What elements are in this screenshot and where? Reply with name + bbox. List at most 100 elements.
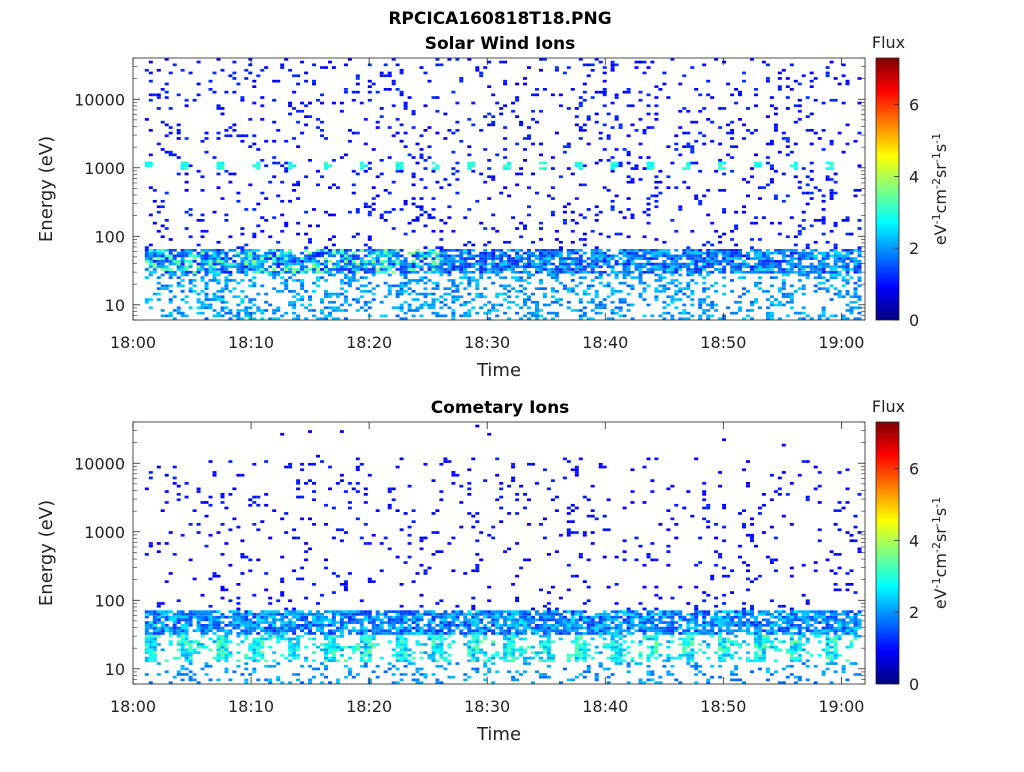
spectrogram-cell — [424, 613, 428, 616]
spectrogram-cell — [439, 657, 443, 660]
spectrogram-cell — [794, 121, 798, 124]
spectrogram-cell — [483, 263, 487, 266]
spectrogram-cell — [722, 173, 726, 176]
spectrogram-cell — [368, 681, 372, 684]
spectrogram-cell — [822, 233, 826, 236]
spectrogram-cell — [710, 255, 714, 258]
spectrogram-cell — [169, 301, 173, 304]
spectrogram-cell — [822, 287, 826, 290]
spectrogram-cell — [213, 271, 217, 274]
spectrogram-cell — [292, 646, 296, 649]
spectrogram-cell — [471, 624, 475, 627]
spectrogram-cell — [352, 649, 356, 652]
spectrogram-cell — [400, 306, 404, 309]
spectrogram-cell — [185, 260, 189, 263]
spectrogram-cell — [571, 230, 575, 233]
spectrogram-cell — [615, 255, 619, 258]
spectrogram-cell — [364, 249, 368, 252]
spectrogram-cell — [181, 268, 185, 271]
spectrogram-cell — [244, 208, 248, 211]
spectrogram-cell — [228, 74, 232, 77]
spectrogram-cell — [224, 640, 228, 643]
spectrogram-cell — [424, 263, 428, 266]
spectrogram-cell — [328, 635, 332, 638]
spectrogram-cell — [794, 164, 798, 167]
spectrogram-cell — [758, 249, 762, 252]
spectrogram-cell — [487, 61, 491, 64]
spectrogram-cell — [201, 235, 205, 238]
spectrogram-cell — [567, 255, 571, 258]
spectrogram-cell — [368, 643, 372, 646]
spectrogram-cell — [165, 315, 169, 318]
spectrogram-cell — [686, 110, 690, 113]
spectrogram-cell — [356, 301, 360, 304]
spectrogram-cell — [547, 304, 551, 307]
spectrogram-cell — [169, 640, 173, 643]
spectrogram-cell — [730, 290, 734, 293]
spectrogram-cell — [762, 255, 766, 258]
spectrogram-cell — [288, 638, 292, 641]
spectrogram-cell — [165, 91, 169, 94]
spectrogram-cell — [722, 285, 726, 288]
spectrogram-cell — [571, 173, 575, 176]
spectrogram-cell — [336, 635, 340, 638]
spectrogram-cell — [420, 632, 424, 635]
spectrogram-cell — [224, 252, 228, 255]
spectrogram-cell — [698, 252, 702, 255]
spectrogram-cell — [368, 315, 372, 318]
spectrogram-cell — [650, 249, 654, 252]
spectrogram-cell — [571, 274, 575, 277]
spectrogram-cell — [559, 246, 563, 249]
spectrogram-cell — [280, 66, 284, 69]
spectrogram-cell — [794, 290, 798, 293]
spectrogram-cell — [475, 649, 479, 652]
spectrogram-cell — [312, 80, 316, 83]
spectrogram-cell — [157, 627, 161, 630]
spectrogram-cell — [587, 285, 591, 288]
spectrogram-cell — [284, 268, 288, 271]
spectrogram-cell — [232, 621, 236, 624]
spectrogram-cell — [467, 468, 471, 471]
spectrogram-cell — [404, 627, 408, 630]
spectrogram-cell — [439, 498, 443, 501]
spectrogram-cell — [228, 564, 232, 567]
spectrogram-cell — [451, 474, 455, 477]
spectrogram-cell — [420, 134, 424, 137]
spectrogram-cell — [189, 662, 193, 665]
spectrogram-cell — [324, 638, 328, 641]
spectrogram-cell — [595, 121, 599, 124]
spectrogram-cell — [252, 268, 256, 271]
spectrogram-cell — [702, 309, 706, 312]
spectrogram-cell — [543, 265, 547, 268]
spectrogram-cell — [221, 295, 225, 298]
spectrogram-cell — [181, 69, 185, 72]
spectrogram-cell — [372, 627, 376, 630]
spectrogram-cell — [810, 225, 814, 228]
spectrogram-cell — [296, 233, 300, 236]
y-tick-label: 10 — [105, 296, 125, 315]
spectrogram-cell — [662, 263, 666, 266]
spectrogram-cell — [149, 186, 153, 189]
spectrogram-cell — [575, 293, 579, 296]
spectrogram-cell — [495, 257, 499, 260]
spectrogram-cell — [822, 315, 826, 318]
spectrogram-cell — [340, 271, 344, 274]
spectrogram-cell — [571, 252, 575, 255]
spectrogram-cell — [428, 126, 432, 129]
spectrogram-cell — [157, 263, 161, 266]
spectrogram-cell — [177, 309, 181, 312]
spectrogram-cell — [451, 260, 455, 263]
spectrogram-cell — [591, 301, 595, 304]
spectrogram-cell — [173, 629, 177, 632]
spectrogram-cell — [523, 227, 527, 230]
spectrogram-cell — [221, 301, 225, 304]
spectrogram-cell — [284, 466, 288, 469]
spectrogram-cell — [587, 64, 591, 67]
spectrogram-cell — [400, 654, 404, 657]
spectrogram-cell — [360, 627, 364, 630]
spectrogram-cell — [694, 268, 698, 271]
spectrogram-cell — [272, 629, 276, 632]
spectrogram-cell — [690, 162, 694, 165]
spectrogram-cell — [519, 257, 523, 260]
spectrogram-cell — [360, 654, 364, 657]
